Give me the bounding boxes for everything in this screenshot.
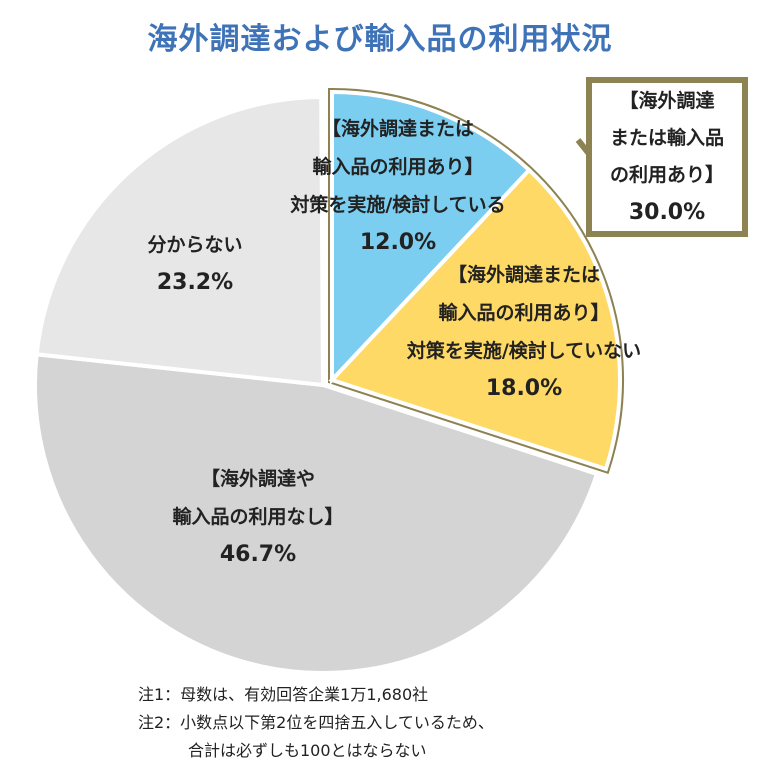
slice-label-line: 分からない (147, 234, 243, 256)
footnote-2-continued: 合計は必ずしも100とはならない (188, 741, 427, 760)
slice-label-line: 【海外調達や (200, 468, 315, 490)
slice-label-unknown: 分からない 23.2% (110, 226, 280, 302)
slice-label-line: 輸入品の利用なし】 (172, 506, 344, 528)
chart-title: 海外調達および輸入品の利用状況 (147, 22, 613, 57)
pie-slice-measures-no (328, 167, 622, 472)
slice-value-label: 23.2% (156, 270, 234, 295)
pie-slice-no-use (33, 352, 600, 675)
footnotes: 注1：母数は、有効回答企業1万1,680社 注2：小数点以下第2位を四捨五入して… (138, 681, 494, 765)
slice-label-no-use: 【海外調達や 輸入品の利用なし】 46.7% (128, 460, 388, 574)
slice-label-line: 対策を実施/検討していない (406, 340, 642, 362)
callout-line: 【海外調達 (619, 90, 715, 112)
slice-label-line: 対策を実施/検討している (290, 194, 506, 216)
group-callout: 【海外調達 または輸入品 の利用あり】 30.0% (586, 77, 748, 237)
slice-value-label: 46.7% (219, 542, 297, 567)
slice-label-line: 輸入品の利用あり】 (438, 302, 610, 324)
slice-label-measures-no: 【海外調達または 輸入品の利用あり】 対策を実施/検討していない 18.0% (384, 256, 664, 408)
pie-slice-measures-yes (330, 89, 532, 386)
callout-value: 30.0% (628, 200, 706, 225)
pie-slice-unknown (34, 94, 326, 388)
callout-line: の利用あり】 (609, 164, 724, 186)
slice-label-line: 【海外調達または (447, 264, 600, 286)
footnote-2: 注2：小数点以下第2位を四捨五入しているため、 (138, 713, 494, 732)
slice-label-line: 輸入品の利用あり】 (312, 156, 484, 178)
slice-value-label: 12.0% (359, 230, 437, 255)
slice-value-label: 18.0% (485, 376, 563, 401)
callout-line: または輸入品 (609, 127, 724, 149)
slice-label-line: 【海外調達または (321, 118, 474, 140)
footnote-1: 注1：母数は、有効回答企業1万1,680社 (138, 685, 429, 704)
slice-label-measures-yes: 【海外調達または 輸入品の利用あり】 対策を実施/検討している 12.0% (268, 110, 528, 262)
